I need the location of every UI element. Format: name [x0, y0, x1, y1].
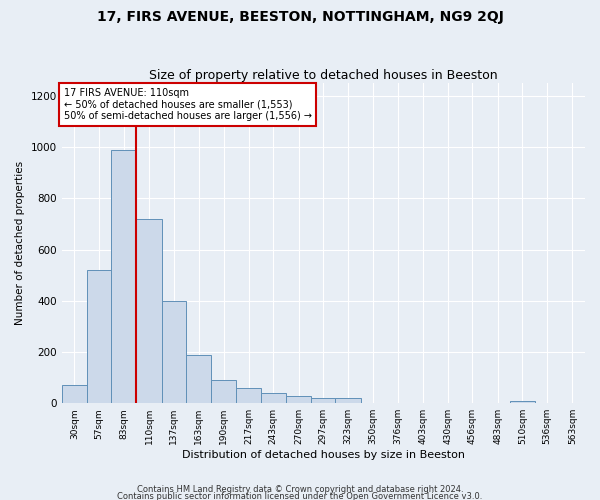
Y-axis label: Number of detached properties: Number of detached properties: [15, 161, 25, 325]
Bar: [87, 270, 111, 403]
Bar: [111, 150, 136, 403]
Text: Contains HM Land Registry data © Crown copyright and database right 2024.: Contains HM Land Registry data © Crown c…: [137, 486, 463, 494]
Bar: [211, 380, 236, 403]
Bar: [311, 398, 335, 403]
X-axis label: Distribution of detached houses by size in Beeston: Distribution of detached houses by size …: [182, 450, 465, 460]
Bar: [261, 393, 286, 403]
Bar: [236, 388, 261, 403]
Text: Contains public sector information licensed under the Open Government Licence v3: Contains public sector information licen…: [118, 492, 482, 500]
Bar: [510, 400, 535, 403]
Bar: [286, 396, 311, 403]
Title: Size of property relative to detached houses in Beeston: Size of property relative to detached ho…: [149, 69, 497, 82]
Bar: [161, 301, 186, 403]
Bar: [186, 354, 211, 403]
Bar: [62, 386, 87, 403]
Bar: [136, 219, 161, 403]
Bar: [335, 398, 361, 403]
Text: 17, FIRS AVENUE, BEESTON, NOTTINGHAM, NG9 2QJ: 17, FIRS AVENUE, BEESTON, NOTTINGHAM, NG…: [97, 10, 503, 24]
Text: 17 FIRS AVENUE: 110sqm
← 50% of detached houses are smaller (1,553)
50% of semi-: 17 FIRS AVENUE: 110sqm ← 50% of detached…: [64, 88, 311, 122]
